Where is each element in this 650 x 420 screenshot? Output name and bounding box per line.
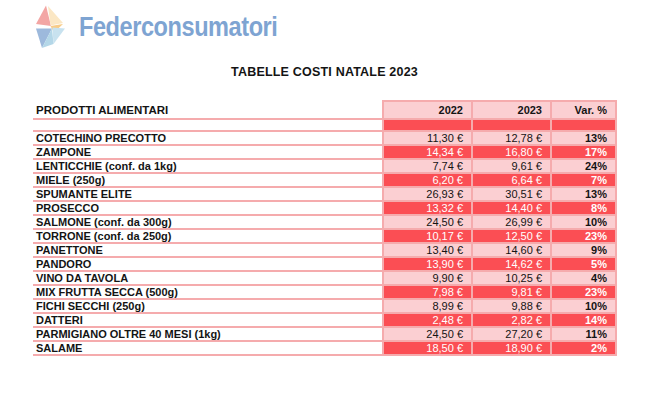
- price-2023-cell: 9,61 €: [472, 159, 551, 173]
- variation-cell: 13%: [551, 131, 616, 145]
- product-cell: PANETTONE: [33, 243, 383, 257]
- table-row: MIX FRUTTA SECCA (500g) 7,98 € 9,81 € 23…: [33, 285, 616, 299]
- price-2023-cell: 2,82 €: [472, 313, 551, 327]
- variation-cell: 4%: [551, 271, 616, 285]
- column-header-product: PRODOTTI ALIMENTARI: [33, 101, 383, 119]
- variation-cell: 7%: [551, 173, 616, 187]
- variation-cell: 13%: [551, 187, 616, 201]
- table-row: PANETTONE 13,40 € 14,60 € 9%: [33, 243, 616, 257]
- price-2023-cell: 14,60 €: [472, 243, 551, 257]
- table-row: MIELE (250g) 6,20 € 6,64 € 7%: [33, 173, 616, 187]
- product-cell: TORRONE (conf. da 250g): [33, 229, 383, 243]
- price-2023-cell: 9,81 €: [472, 285, 551, 299]
- logo: Federconsumatori: [33, 3, 315, 51]
- price-2023-cell: 27,20 €: [472, 327, 551, 341]
- price-2022-cell: 26,93 €: [383, 187, 472, 201]
- column-header-2022: 2022: [383, 101, 472, 119]
- product-cell: PARMIGIANO OLTRE 40 MESI (1kg): [33, 327, 383, 341]
- price-2023-cell: 9,88 €: [472, 299, 551, 313]
- price-2022-cell: 8,99 €: [383, 299, 472, 313]
- price-2022-cell: 7,98 €: [383, 285, 472, 299]
- product-cell: PROSECCO: [33, 201, 383, 215]
- table-row: SPUMANTE ELITE 26,93 € 30,51 € 13%: [33, 187, 616, 201]
- variation-cell: 11%: [551, 327, 616, 341]
- table-row: DATTERI 2,48 € 2,82 € 14%: [33, 313, 616, 327]
- price-2022-cell: 11,30 €: [383, 131, 472, 145]
- table-row: VINO DA TAVOLA 9,90 € 10,25 € 4%: [33, 271, 616, 285]
- table-row: ZAMPONE 14,34 € 16,80 € 17%: [33, 145, 616, 159]
- variation-cell: 14%: [551, 313, 616, 327]
- price-2022-cell: 18,50 €: [383, 341, 472, 355]
- price-2023-cell: 14,40 €: [472, 201, 551, 215]
- table-row: SALMONE (conf. da 300g) 24,50 € 26,99 € …: [33, 215, 616, 229]
- variation-cell: 17%: [551, 145, 616, 159]
- table-row: LENTICCHIE (conf. da 1kg) 7,74 € 9,61 € …: [33, 159, 616, 173]
- spacer-row: [33, 119, 616, 131]
- product-cell: FICHI SECCHI (250g): [33, 299, 383, 313]
- price-2022-cell: 13,32 €: [383, 201, 472, 215]
- variation-cell: 2%: [551, 341, 616, 355]
- product-cell: SALAME: [33, 341, 383, 355]
- price-2023-cell: 12,50 €: [472, 229, 551, 243]
- variation-cell: 24%: [551, 159, 616, 173]
- price-2022-cell: 9,90 €: [383, 271, 472, 285]
- product-cell: COTECHINO PRECOTTO: [33, 131, 383, 145]
- product-cell: SALMONE (conf. da 300g): [33, 215, 383, 229]
- price-2022-cell: 6,20 €: [383, 173, 472, 187]
- variation-cell: 10%: [551, 299, 616, 313]
- table-row: COTECHINO PRECOTTO 11,30 € 12,78 € 13%: [33, 131, 616, 145]
- variation-cell: 9%: [551, 243, 616, 257]
- product-cell: VINO DA TAVOLA: [33, 271, 383, 285]
- product-cell: PANDORO: [33, 257, 383, 271]
- logo-text: Federconsumatori: [79, 11, 277, 43]
- variation-cell: 23%: [551, 285, 616, 299]
- price-2022-cell: 2,48 €: [383, 313, 472, 327]
- column-header-2023: 2023: [472, 101, 551, 119]
- product-cell: MIX FRUTTA SECCA (500g): [33, 285, 383, 299]
- price-2023-cell: 26,99 €: [472, 215, 551, 229]
- table-row: TORRONE (conf. da 250g) 10,17 € 12,50 € …: [33, 229, 616, 243]
- variation-cell: 23%: [551, 229, 616, 243]
- price-2022-cell: 13,40 €: [383, 243, 472, 257]
- federconsumatori-logo-icon: [33, 4, 67, 50]
- price-2022-cell: 13,90 €: [383, 257, 472, 271]
- table-row: PROSECCO 13,32 € 14,40 € 8%: [33, 201, 616, 215]
- price-2023-cell: 16,80 €: [472, 145, 551, 159]
- column-header-variation: Var. %: [551, 101, 616, 119]
- variation-cell: 10%: [551, 215, 616, 229]
- price-2023-cell: 18,90 €: [472, 341, 551, 355]
- table-row: FICHI SECCHI (250g) 8,99 € 9,88 € 10%: [33, 299, 616, 313]
- price-2023-cell: 12,78 €: [472, 131, 551, 145]
- price-2022-cell: 14,34 €: [383, 145, 472, 159]
- price-2023-cell: 10,25 €: [472, 271, 551, 285]
- price-2023-cell: 14,62 €: [472, 257, 551, 271]
- table-row: PARMIGIANO OLTRE 40 MESI (1kg) 24,50 € 2…: [33, 327, 616, 341]
- price-2022-cell: 24,50 €: [383, 327, 472, 341]
- product-cell: ZAMPONE: [33, 145, 383, 159]
- product-cell: SPUMANTE ELITE: [33, 187, 383, 201]
- table-row: PANDORO 13,90 € 14,62 € 5%: [33, 257, 616, 271]
- variation-cell: 5%: [551, 257, 616, 271]
- table-row: SALAME 18,50 € 18,90 € 2%: [33, 341, 616, 355]
- price-2022-cell: 7,74 €: [383, 159, 472, 173]
- table-header-row: PRODOTTI ALIMENTARI 2022 2023 Var. %: [33, 101, 616, 119]
- product-cell: MIELE (250g): [33, 173, 383, 187]
- price-2022-cell: 24,50 €: [383, 215, 472, 229]
- page-title: TABELLE COSTI NATALE 2023: [33, 65, 616, 79]
- price-2022-cell: 10,17 €: [383, 229, 472, 243]
- price-2023-cell: 6,64 €: [472, 173, 551, 187]
- variation-cell: 8%: [551, 201, 616, 215]
- product-cell: DATTERI: [33, 313, 383, 327]
- price-table-body: COTECHINO PRECOTTO 11,30 € 12,78 € 13% Z…: [33, 119, 616, 355]
- price-2023-cell: 30,51 €: [472, 187, 551, 201]
- price-table: PRODOTTI ALIMENTARI 2022 2023 Var. % COT…: [33, 100, 617, 356]
- product-cell: LENTICCHIE (conf. da 1kg): [33, 159, 383, 173]
